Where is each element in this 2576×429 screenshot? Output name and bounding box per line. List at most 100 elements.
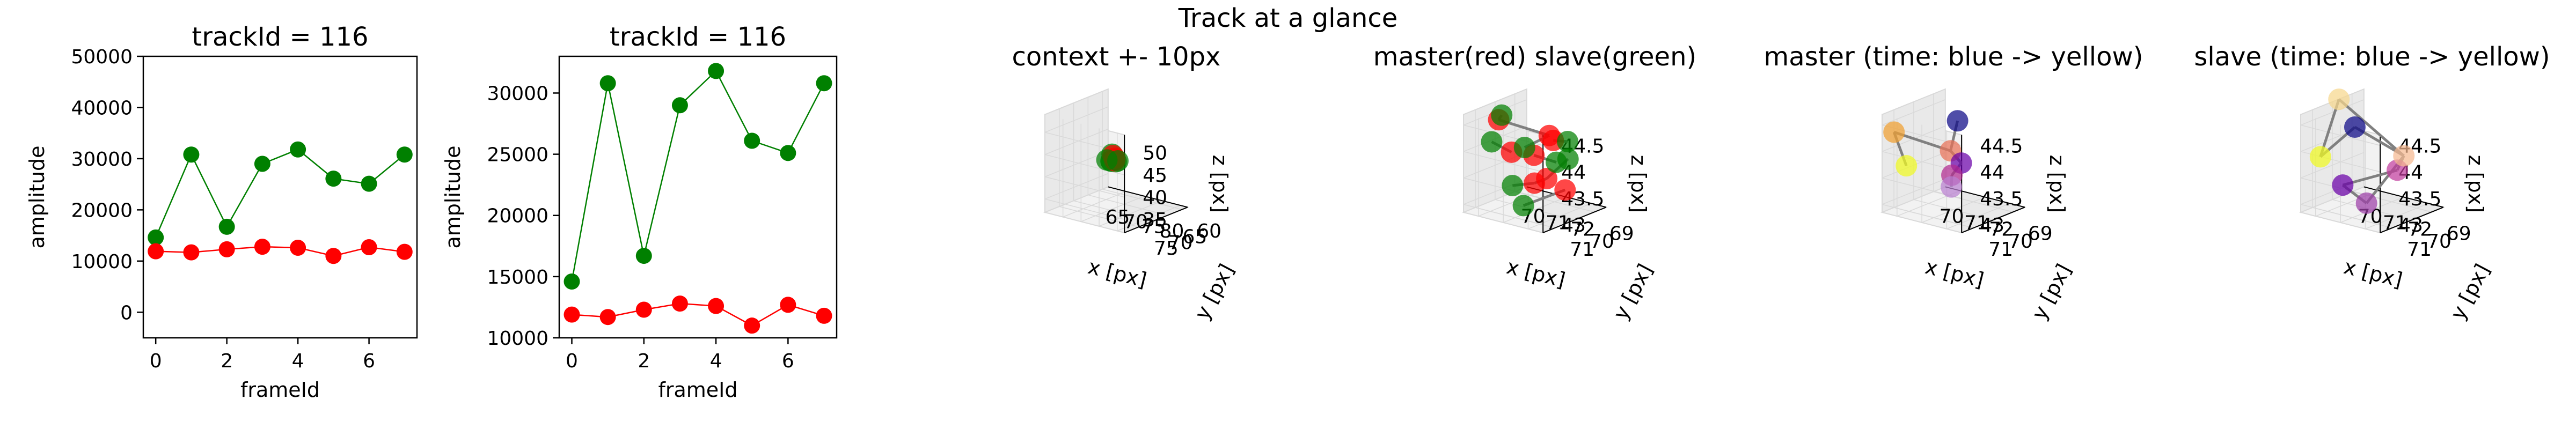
data-point [1896,155,1918,177]
y-axis-label: y [px] [1608,260,1657,324]
series-1-point [744,317,760,334]
y-tick-label: 20000 [487,205,548,227]
data-point [1107,150,1129,172]
plot-frame [142,55,418,339]
series-0-point [396,146,413,163]
z-tick-label: 43.5 [2398,188,2441,210]
series-0-point [148,229,164,246]
y-axis-line [1542,206,1607,233]
y-tick-label: 71 [2407,239,2432,261]
grid-line [1495,199,1575,220]
data-point [2332,174,2354,196]
grid-line [1463,204,1543,225]
y-tick-label: 70 [1168,232,1193,254]
y-tick-label: 10000 [71,251,133,273]
x-axis-label: x [px] [1086,255,1149,292]
x-axis-label: x [px] [2341,255,2405,292]
series-0-point [708,63,724,79]
y-axis-line [1961,206,2025,233]
x-axis-label: x [px] [1923,255,1986,292]
z-axis-label: z [px] [1627,155,1650,213]
series-0-point [780,145,796,161]
y-tick-label: 69 [1609,223,1634,245]
x-tick-label: 72 [1989,218,2014,240]
grid-line [1081,196,1145,222]
y-tick-label: 65 [1183,226,1208,248]
data-point [2344,116,2366,138]
z-tick-label: 44.5 [1980,135,2023,157]
chart-title: context +- 10px [1012,42,1221,72]
y-axis-label: y [px] [2446,260,2494,324]
chart-title: master(red) slave(green) [1373,42,1696,72]
data-point [1946,110,1968,132]
series-0-line [571,70,825,282]
x-axis-label: frameId [658,378,737,402]
y-tick-label: 60 [1197,220,1221,242]
grid-line [1073,200,1153,222]
series-1-point [671,295,688,312]
series-1-point [254,239,270,255]
grid-line [2300,152,2365,179]
data-point [2393,145,2415,167]
grid-line [2300,99,2365,125]
grid-line [1044,173,1109,199]
figure-suptitle: Track at a glance [1178,3,1398,33]
series-1-point [325,248,342,264]
z-tick-label: 43.5 [1980,188,2023,210]
data-point [1502,175,1524,197]
series-0-point [564,273,580,290]
y-tick-label: 70 [2427,231,2451,253]
z-tick-label: 44 [1980,162,2004,184]
x-tick-label: 70 [1123,211,1148,233]
data-point [2309,146,2331,168]
plot-frame [558,55,838,339]
series-1-point [635,301,652,318]
data-point [1557,131,1579,153]
grid-line [1059,206,1139,227]
data-point [1524,172,1546,194]
series-0-point [816,75,832,92]
z-tick-label: 43 [1980,214,2004,236]
y-tick-label: 25000 [487,144,548,166]
chart-title: master (time: blue -> yellow) [1764,42,2143,72]
x-tick-label: 72 [1570,218,1595,240]
grid-line [1913,199,1994,220]
series-0-point [325,171,342,187]
y-tick-label: 69 [2447,223,2471,245]
data-point [2355,192,2377,214]
grid-line [1463,151,1543,173]
y-axis-label: amplitude [441,145,465,248]
grid-line [1882,178,1946,205]
x-tick-label: 65 [1106,206,1130,228]
x-tick-label: 4 [710,350,722,372]
x-tick-label: 70 [1940,206,1964,228]
y-axis-label: y [px] [1190,260,1239,324]
z-tick-label: 50 [1143,143,1167,165]
line-chart-amplitude-2: trackId = 116 frameId amplitude 0 2 4 6 10000 15… [441,22,838,402]
y-tick-label: 69 [2028,223,2053,245]
y-tick-label: 30000 [487,83,548,105]
y-tick-label: 40000 [71,97,133,119]
data-point [1512,195,1534,217]
y-tick-label: 70 [2008,231,2033,253]
data-point [1481,131,1503,153]
data-point [1557,148,1579,170]
x-tick-label: 4 [292,350,304,372]
data-point [1883,121,1905,143]
series-1-point [708,298,724,314]
grid-line [1099,200,1163,227]
x-axis-label: frameId [240,378,320,402]
series-1-point [599,309,616,326]
y-axis-label: amplitude [25,145,49,248]
grid-line [1882,204,1962,225]
series-1-point [148,243,164,260]
series-1-point [183,244,200,261]
series-0-point [290,141,306,158]
z-tick-label: 43 [1561,214,1586,236]
y-tick-label: 0 [120,302,133,324]
